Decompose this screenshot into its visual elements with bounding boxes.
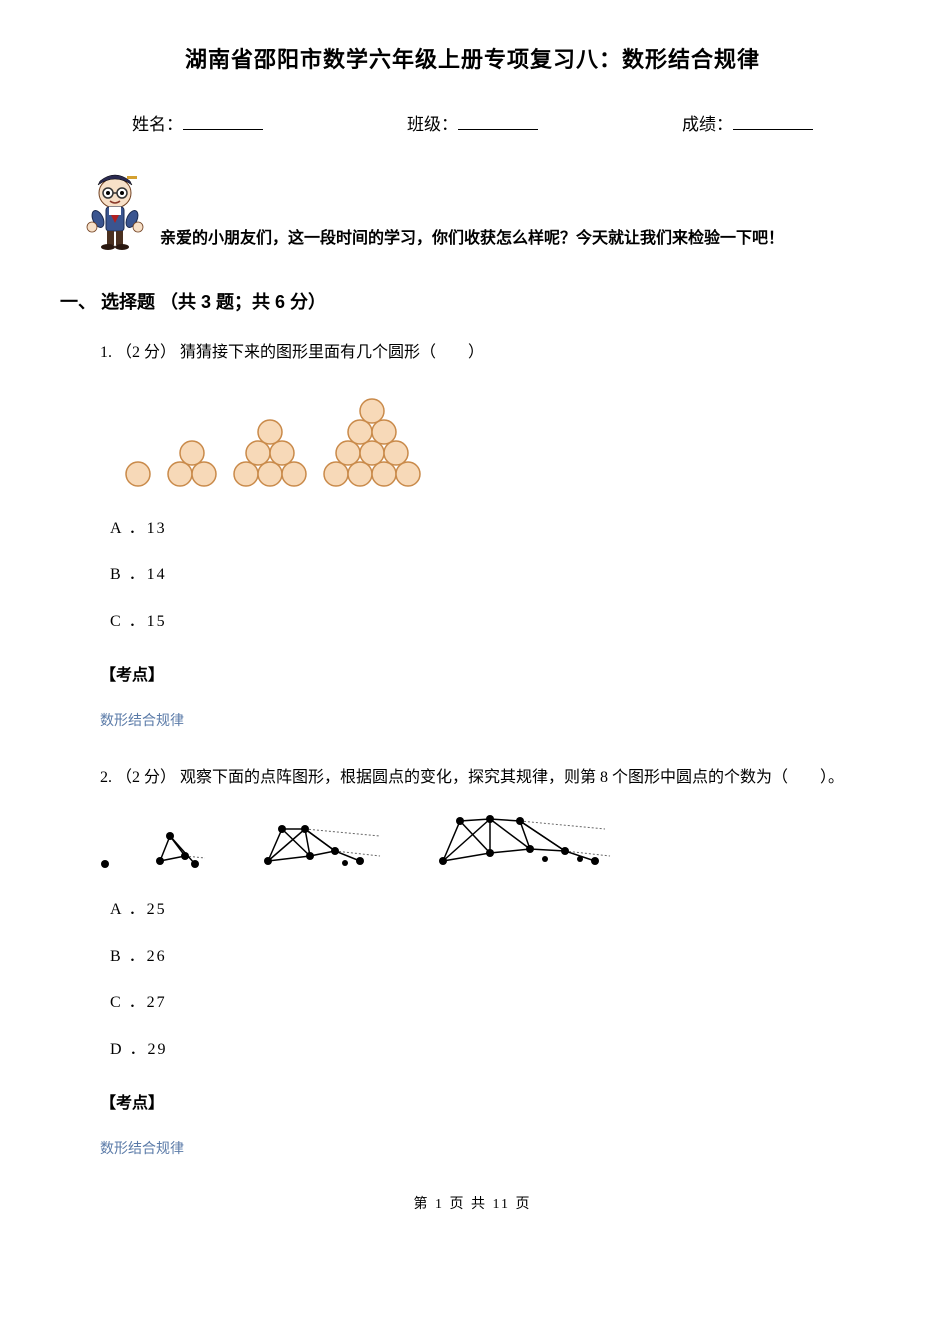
- q2-option-b: B ．26: [110, 943, 885, 972]
- name-label: 姓名：: [132, 110, 183, 141]
- score-field: 成绩：: [682, 110, 813, 141]
- section-1-heading: 一、 选择题 （共 3 题；共 6 分）: [60, 286, 885, 318]
- name-field: 姓名：: [132, 110, 263, 141]
- dot-pattern-2: [155, 826, 215, 871]
- q1-option-a: A ．13: [110, 515, 885, 544]
- q1-option-c: C ．15: [110, 608, 885, 637]
- question-2: 2. （2 分） 观察下面的点阵图形，根据圆点的变化，探究其规律，则第 8 个图…: [100, 764, 885, 1162]
- q2-kaodian-label: 【考点】: [100, 1090, 885, 1119]
- mascot-icon: [80, 171, 150, 262]
- greeting-row: 亲爱的小朋友们，这一段时间的学习，你们收获怎么样呢？今天就让我们来检验一下吧！: [80, 171, 885, 262]
- score-label: 成绩：: [682, 110, 733, 141]
- q1-option-b: B ．14: [110, 561, 885, 590]
- dot-pattern-1: [100, 826, 110, 871]
- student-info-row: 姓名： 班级： 成绩：: [60, 110, 885, 141]
- q2-option-a: A ．25: [110, 896, 885, 925]
- q1-text: 1. （2 分） 猜猜接下来的图形里面有几个圆形（ ）: [100, 339, 885, 368]
- page-title: 湖南省邵阳市数学六年级上册专项复习八：数形结合规律: [60, 40, 885, 80]
- greeting-text: 亲爱的小朋友们，这一段时间的学习，你们收获怎么样呢？今天就让我们来检验一下吧！: [160, 225, 784, 262]
- q2-text: 2. （2 分） 观察下面的点阵图形，根据圆点的变化，探究其规律，则第 8 个图…: [100, 764, 885, 793]
- question-1: 1. （2 分） 猜猜接下来的图形里面有几个圆形（ ） A ．13 B ．14 …: [100, 339, 885, 734]
- class-blank: [458, 110, 538, 130]
- dot-pattern-4: [435, 811, 615, 871]
- q2-figure: [100, 811, 885, 871]
- q1-kaodian-label: 【考点】: [100, 662, 885, 691]
- q2-option-c: C ．27: [110, 989, 885, 1018]
- score-blank: [733, 110, 813, 130]
- circle-triangle-figure: [110, 386, 438, 490]
- class-label: 班级：: [407, 110, 458, 141]
- page-footer: 第 1 页 共 11 页: [60, 1192, 885, 1217]
- name-blank: [183, 110, 263, 130]
- q2-kaodian-value: 数形结合规律: [100, 1137, 885, 1162]
- q1-kaodian-value: 数形结合规律: [100, 709, 885, 734]
- class-field: 班级：: [407, 110, 538, 141]
- dot-pattern-3: [260, 821, 390, 871]
- q2-option-d: D ．29: [110, 1036, 885, 1065]
- q1-figure: [110, 386, 885, 490]
